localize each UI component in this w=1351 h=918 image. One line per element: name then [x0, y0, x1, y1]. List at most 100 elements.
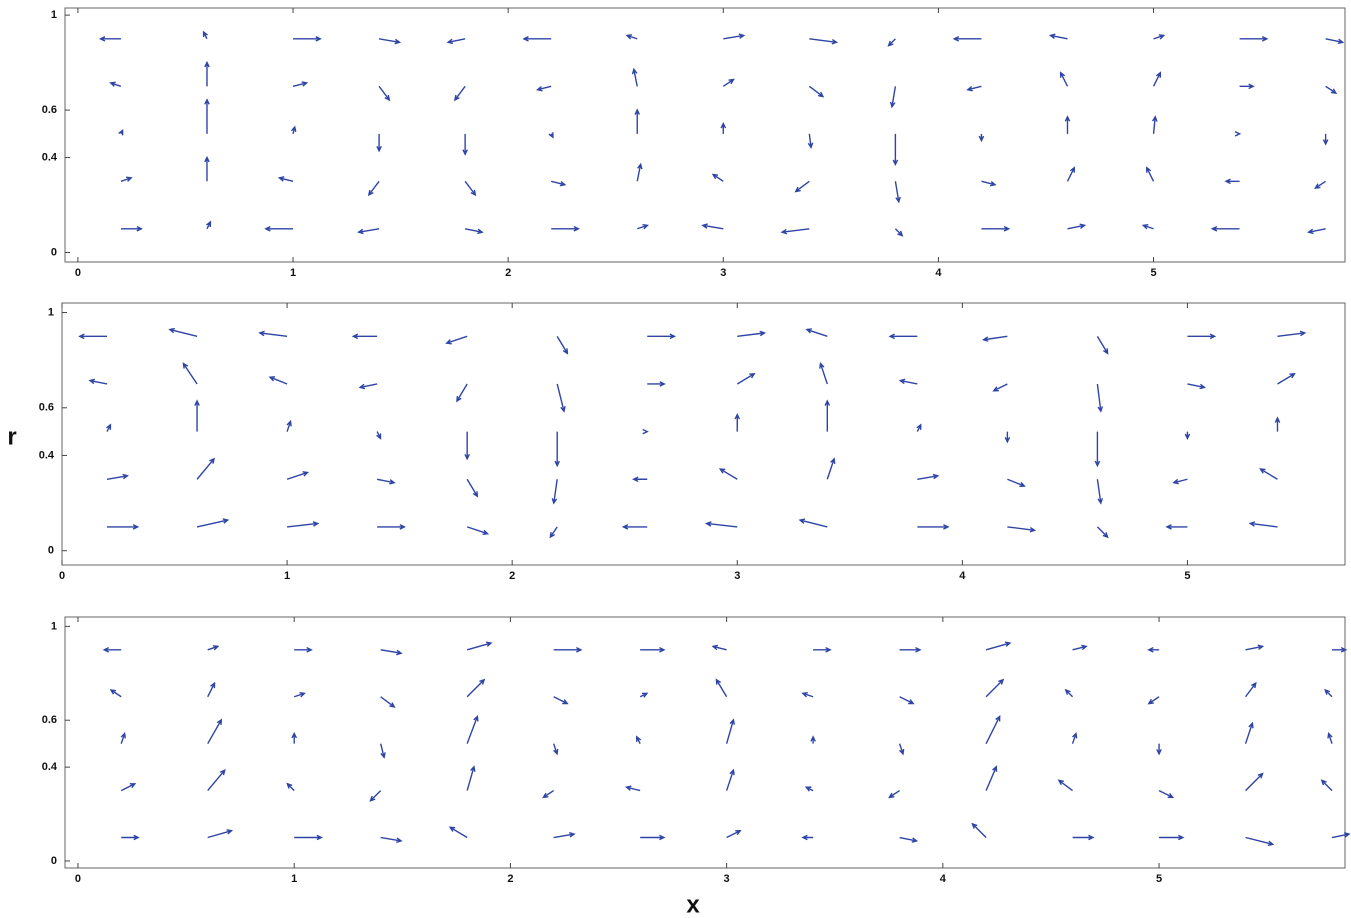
arrow	[376, 431, 382, 440]
arrow	[1248, 521, 1278, 528]
arrow	[377, 524, 406, 530]
arrow	[992, 383, 1008, 392]
arrow	[1245, 836, 1275, 847]
arrow	[1324, 688, 1333, 698]
arrow	[887, 38, 896, 47]
arrow	[1096, 335, 1109, 355]
arrow	[168, 327, 198, 338]
arrow	[813, 647, 832, 653]
arrow	[1094, 431, 1101, 468]
arrow	[1059, 71, 1069, 87]
arrow	[379, 743, 386, 759]
arrow	[196, 457, 216, 480]
arrow	[536, 85, 552, 92]
arrow	[118, 128, 124, 136]
arrow	[711, 644, 727, 651]
arrow	[1156, 743, 1162, 756]
arrow	[894, 181, 901, 204]
arrow	[640, 834, 666, 841]
x-tick-label: 3	[724, 873, 730, 885]
arrow	[952, 36, 982, 42]
arrow	[286, 419, 292, 432]
y-tick-label: 0.4	[42, 151, 58, 163]
arrow	[293, 36, 322, 42]
arrow	[286, 471, 310, 480]
arrow	[1274, 416, 1281, 432]
arrow	[551, 180, 567, 187]
arrow	[182, 362, 198, 385]
arrow	[1064, 115, 1071, 134]
arrow	[120, 783, 137, 792]
arrow	[552, 743, 559, 756]
arrow	[294, 647, 313, 653]
y-tick-label: 0.4	[39, 449, 55, 461]
arrow	[978, 133, 985, 143]
arrow	[194, 399, 200, 432]
arrow	[106, 423, 112, 432]
y-axis-label: r	[7, 423, 16, 450]
x-tick-label: 5	[1184, 570, 1190, 582]
arrow	[734, 413, 741, 432]
arrow	[637, 224, 649, 230]
arrow	[985, 715, 1001, 744]
x-tick-label: 0	[59, 570, 65, 582]
plot-frame	[64, 616, 1346, 869]
arrow	[290, 125, 297, 134]
arrow	[801, 834, 814, 841]
arrow	[636, 735, 642, 744]
arrow	[1048, 33, 1068, 40]
arrow	[798, 518, 828, 528]
arrow	[1307, 228, 1326, 235]
arrow	[894, 228, 904, 237]
arrow	[718, 468, 738, 480]
arrow	[1187, 383, 1207, 390]
arrow	[647, 333, 677, 340]
arrow	[291, 731, 297, 744]
arrow	[1152, 71, 1162, 87]
arrow	[556, 383, 566, 413]
arrow	[899, 647, 922, 653]
arrow	[549, 526, 558, 539]
arrow	[258, 330, 288, 338]
arrow	[277, 176, 294, 182]
arrow	[466, 765, 476, 791]
arrow	[376, 133, 382, 153]
arrow	[204, 98, 210, 134]
arrow	[711, 173, 724, 182]
arrow	[981, 335, 1008, 342]
arrow	[207, 681, 216, 698]
arrow	[542, 790, 555, 799]
arrow	[207, 718, 223, 745]
plot-frame	[64, 7, 1346, 263]
arrow	[807, 133, 814, 150]
arrow	[1172, 478, 1188, 485]
arrow	[106, 473, 130, 480]
arrow	[898, 743, 905, 756]
arrow	[1325, 85, 1338, 95]
arrow	[819, 362, 828, 385]
arrow	[722, 78, 735, 87]
x-tick-label: 5	[1156, 873, 1162, 885]
arrow	[207, 645, 220, 651]
x-tick-label: 1	[284, 570, 290, 582]
arrow	[723, 33, 746, 40]
x-tick-label: 5	[1150, 267, 1156, 279]
arrow	[98, 36, 121, 42]
arrow	[888, 333, 918, 340]
arrow	[378, 38, 402, 45]
arrow	[1234, 131, 1242, 137]
arrow	[1277, 372, 1296, 385]
arrow	[207, 829, 234, 839]
arrow	[1071, 731, 1078, 744]
arrow	[917, 524, 950, 530]
y-tick-label: 0	[51, 246, 57, 258]
arrow	[985, 678, 1005, 698]
arrow	[808, 85, 825, 98]
arrow	[1004, 431, 1011, 444]
arrow	[358, 383, 378, 390]
arrow	[888, 790, 900, 799]
arrow	[1146, 166, 1155, 182]
arrow	[462, 133, 468, 156]
arrow	[1007, 478, 1026, 488]
arrow	[1239, 83, 1255, 90]
